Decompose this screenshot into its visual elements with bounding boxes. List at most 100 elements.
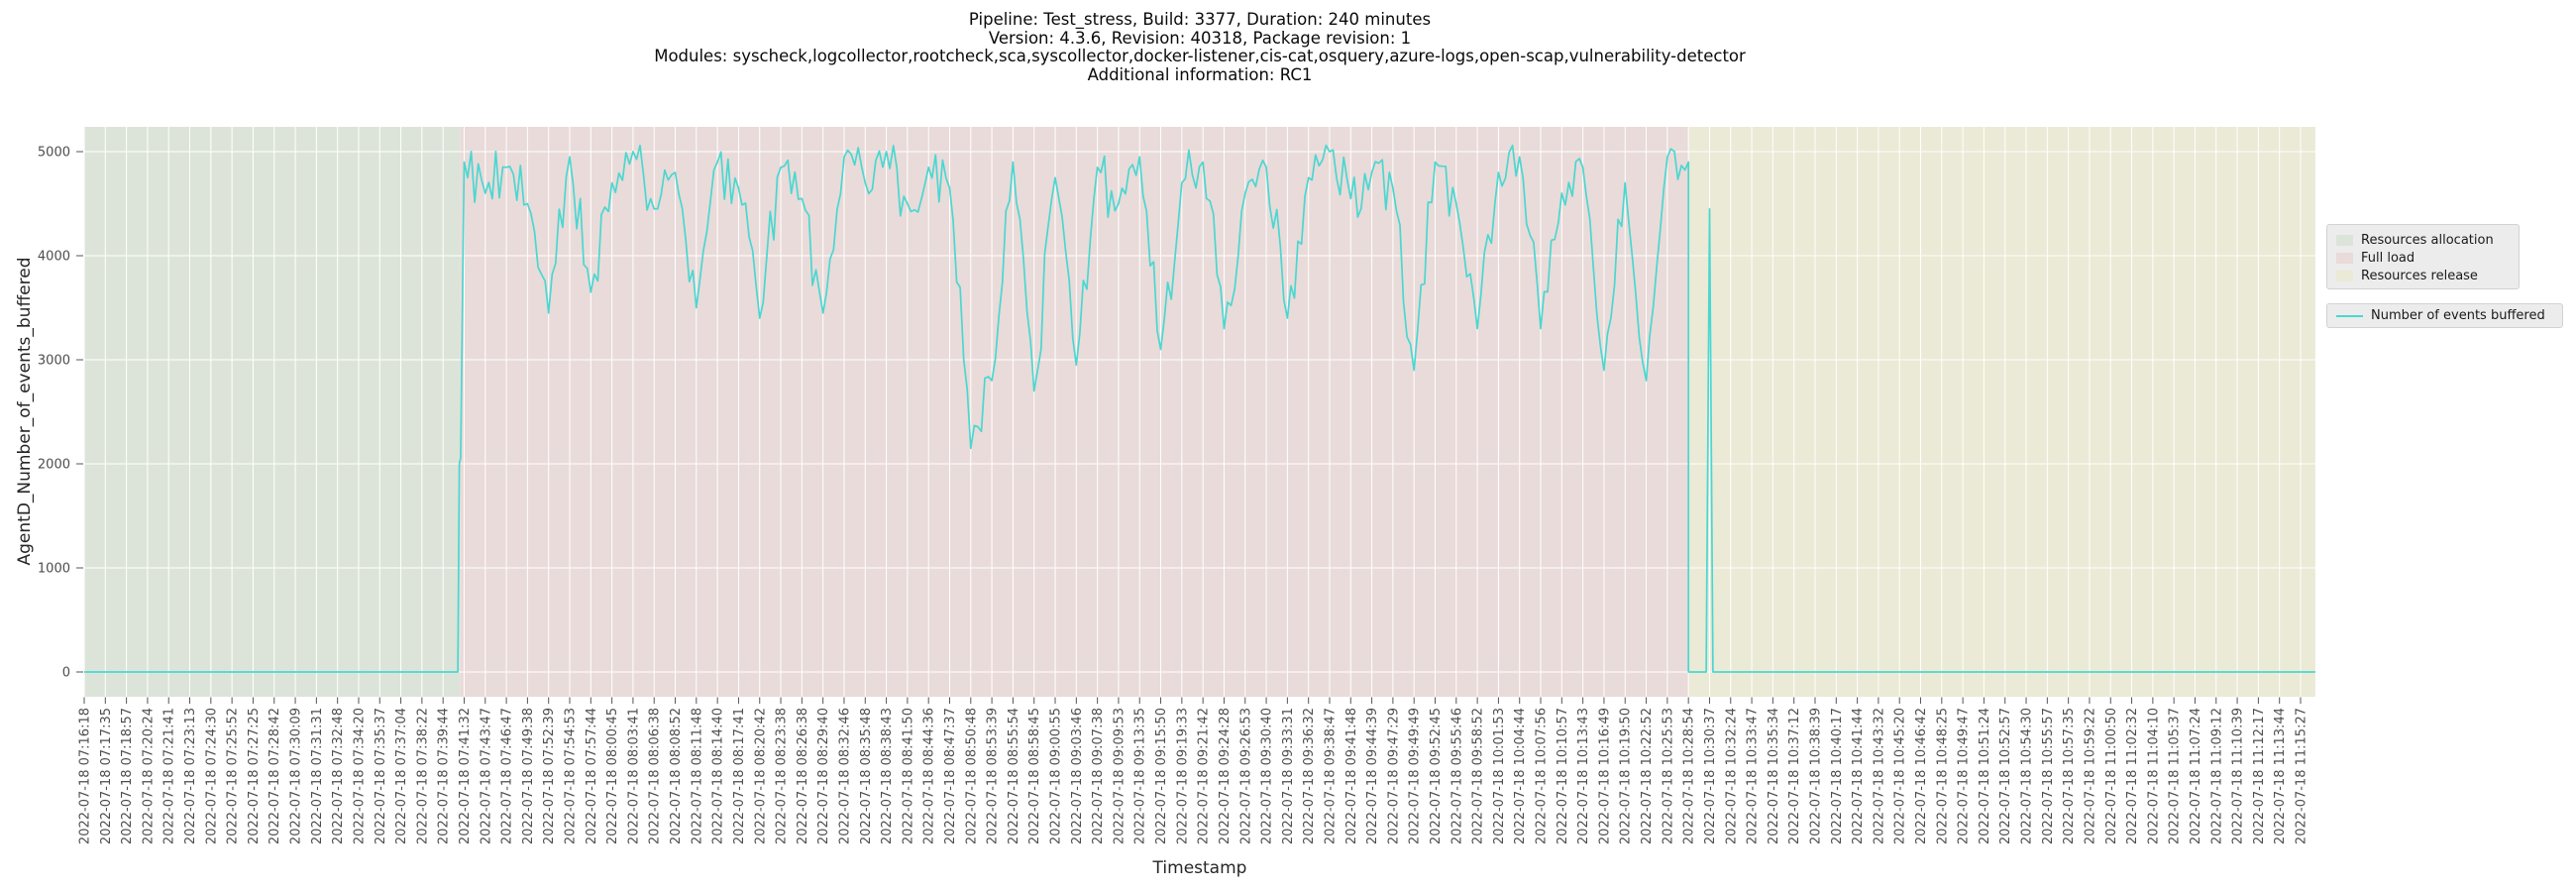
x-tick-label: 2022-07-18 07:16:18 — [78, 708, 93, 844]
y-tick-label: 4000 — [38, 250, 70, 265]
legend-entry-resources-allocation: Resources allocation — [2336, 231, 2510, 249]
x-tick-label: 2022-07-18 08:11:48 — [690, 708, 704, 844]
x-tick-label: 2022-07-18 08:20:42 — [753, 708, 768, 844]
y-tick-label: 3000 — [38, 354, 70, 369]
x-tick-label: 2022-07-18 09:52:45 — [1429, 708, 1444, 844]
x-tick-label: 2022-07-18 08:23:38 — [775, 708, 790, 844]
x-tick-label: 2022-07-18 10:19:50 — [1619, 708, 1634, 844]
x-tick-label: 2022-07-18 07:28:42 — [268, 708, 282, 844]
x-tick-label: 2022-07-18 07:54:53 — [564, 708, 579, 844]
x-tick-label: 2022-07-18 10:54:30 — [2020, 708, 2035, 844]
x-tick-label: 2022-07-18 07:41:32 — [458, 708, 473, 844]
x-tick-label: 2022-07-18 10:59:22 — [2083, 708, 2097, 844]
x-tick-label: 2022-07-18 07:35:37 — [374, 708, 388, 844]
x-tick-label: 2022-07-18 07:37:04 — [394, 708, 409, 844]
x-tick-label: 2022-07-18 11:04:10 — [2146, 708, 2161, 844]
x-tick-label: 2022-07-18 07:39:44 — [437, 708, 452, 844]
chart-title: Pipeline: Test_stress, Build: 3377, Dura… — [654, 10, 1746, 84]
x-tick-label: 2022-07-18 08:32:46 — [837, 708, 852, 844]
x-tick-label: 2022-07-18 08:41:50 — [901, 708, 915, 844]
title-line-version: Version: 4.3.6, Revision: 40318, Package… — [988, 28, 1412, 48]
x-tick-label: 2022-07-18 09:30:40 — [1260, 708, 1275, 844]
x-tick-label: 2022-07-18 09:13:35 — [1133, 708, 1148, 844]
x-tick-label: 2022-07-18 07:52:39 — [542, 708, 557, 844]
x-tick-label: 2022-07-18 10:28:54 — [1682, 708, 1697, 844]
x-tick-label: 2022-07-18 11:02:32 — [2125, 708, 2140, 844]
x-tick-label: 2022-07-18 10:52:57 — [1998, 708, 2013, 844]
legend-series: Number of events buffered — [2326, 303, 2563, 328]
y-tick-label: 1000 — [38, 562, 70, 577]
x-tick-label: 2022-07-18 09:00:55 — [1049, 708, 1064, 844]
x-tick-label: 2022-07-18 07:34:20 — [352, 708, 367, 844]
x-tick-label: 2022-07-18 07:43:47 — [479, 708, 493, 844]
x-tick-label: 2022-07-18 08:58:45 — [1027, 708, 1042, 844]
x-tick-label: 2022-07-18 10:04:44 — [1513, 708, 1528, 844]
x-tick-label: 2022-07-18 10:01:53 — [1492, 708, 1507, 844]
x-tick-label: 2022-07-18 10:07:56 — [1535, 708, 1550, 844]
x-tick-label: 2022-07-18 08:44:36 — [922, 708, 937, 844]
x-tick-label: 2022-07-18 10:22:52 — [1640, 708, 1655, 844]
x-tick-label: 2022-07-18 09:24:28 — [1218, 708, 1233, 844]
y-tick-label: 0 — [62, 666, 70, 681]
legend-line-sample — [2336, 314, 2363, 317]
x-tick-label: 2022-07-18 09:33:31 — [1281, 708, 1296, 844]
x-tick-label: 2022-07-18 10:43:32 — [1872, 708, 1886, 844]
region-resources-allocation — [84, 127, 461, 697]
x-tick-label: 2022-07-18 07:18:57 — [120, 708, 135, 844]
x-tick-label: 2022-07-18 08:35:48 — [859, 708, 874, 844]
x-tick-label: 2022-07-18 09:41:48 — [1344, 708, 1359, 844]
x-tick-label: 2022-07-18 09:03:46 — [1070, 708, 1085, 844]
legend-entry-full-load: Full load — [2336, 249, 2510, 267]
x-tick-label: 2022-07-18 07:49:38 — [521, 708, 536, 844]
x-tick-label: 2022-07-18 09:49:49 — [1408, 708, 1423, 844]
x-tick-label: 2022-07-18 07:20:24 — [141, 708, 156, 844]
title-line-additional: Additional information: RC1 — [1087, 64, 1313, 84]
x-tick-label: 2022-07-18 09:38:47 — [1323, 708, 1338, 844]
x-tick-label: 2022-07-18 10:32:24 — [1724, 708, 1739, 844]
x-tick-label: 2022-07-18 07:31:31 — [310, 708, 325, 844]
x-tick-label: 2022-07-18 11:05:37 — [2168, 708, 2183, 844]
x-tick-label: 2022-07-18 10:16:49 — [1597, 708, 1612, 844]
x-tick-label: 2022-07-18 09:36:32 — [1302, 708, 1317, 844]
legend-patch-1 — [2336, 252, 2353, 264]
legend-regions: Resources allocation Full load Resources… — [2326, 224, 2520, 289]
x-tick-label: 2022-07-18 08:00:45 — [605, 708, 620, 844]
x-tick-label: 2022-07-18 07:17:35 — [99, 708, 114, 844]
x-tick-label: 2022-07-18 11:09:12 — [2209, 708, 2224, 844]
legend-patch-2 — [2336, 270, 2353, 281]
x-tick-label: 2022-07-18 10:45:20 — [1893, 708, 1908, 844]
x-tick-label: 2022-07-18 11:12:17 — [2252, 708, 2267, 844]
x-tick-label: 2022-07-18 08:53:39 — [986, 708, 1001, 844]
legend-label-resources-release: Resources release — [2361, 268, 2478, 283]
x-tick-label: 2022-07-18 10:55:57 — [2041, 708, 2056, 844]
legend-label-resources-allocation: Resources allocation — [2361, 232, 2494, 248]
x-tick-label: 2022-07-18 09:58:52 — [1471, 708, 1486, 844]
x-tick-label: 2022-07-18 09:55:46 — [1449, 708, 1464, 844]
x-tick-label: 2022-07-18 07:46:47 — [500, 708, 515, 844]
x-tick-label: 2022-07-18 08:47:37 — [943, 708, 958, 844]
region-full-load — [460, 127, 1689, 697]
x-tick-label: 2022-07-18 07:21:41 — [162, 708, 177, 844]
x-tick-label: 2022-07-18 10:25:53 — [1661, 708, 1675, 844]
x-tick-label: 2022-07-18 08:14:40 — [711, 708, 726, 844]
y-tick-label: 5000 — [38, 146, 70, 161]
data-line-number-of-events-buffered — [84, 144, 2315, 673]
x-tick-label: 2022-07-18 09:07:38 — [1091, 708, 1106, 844]
title-line-pipeline: Pipeline: Test_stress, Build: 3377, Dura… — [968, 10, 1432, 29]
x-tick-label: 2022-07-18 11:07:24 — [2189, 708, 2203, 844]
x-tick-label: 2022-07-18 10:57:35 — [2062, 708, 2077, 844]
x-tick-label: 2022-07-18 09:15:50 — [1154, 708, 1169, 844]
x-tick-label: 2022-07-18 08:03:41 — [626, 708, 641, 844]
x-tick-label: 2022-07-18 08:29:40 — [816, 708, 831, 844]
x-tick-label: 2022-07-18 09:47:29 — [1386, 708, 1401, 844]
x-tick-label: 2022-07-18 07:38:22 — [415, 708, 430, 844]
x-tick-label: 2022-07-18 11:00:50 — [2104, 708, 2119, 844]
x-tick-label: 2022-07-18 09:21:42 — [1197, 708, 1212, 844]
x-tick-label: 2022-07-18 08:08:52 — [669, 708, 684, 844]
y-tick-label: 2000 — [38, 458, 70, 473]
x-tick-label: 2022-07-18 08:06:38 — [648, 708, 663, 844]
x-tick-label: 2022-07-18 11:10:39 — [2231, 708, 2246, 844]
x-tick-label: 2022-07-18 10:37:12 — [1787, 708, 1802, 844]
x-tick-label: 2022-07-18 08:55:54 — [1007, 708, 1021, 844]
